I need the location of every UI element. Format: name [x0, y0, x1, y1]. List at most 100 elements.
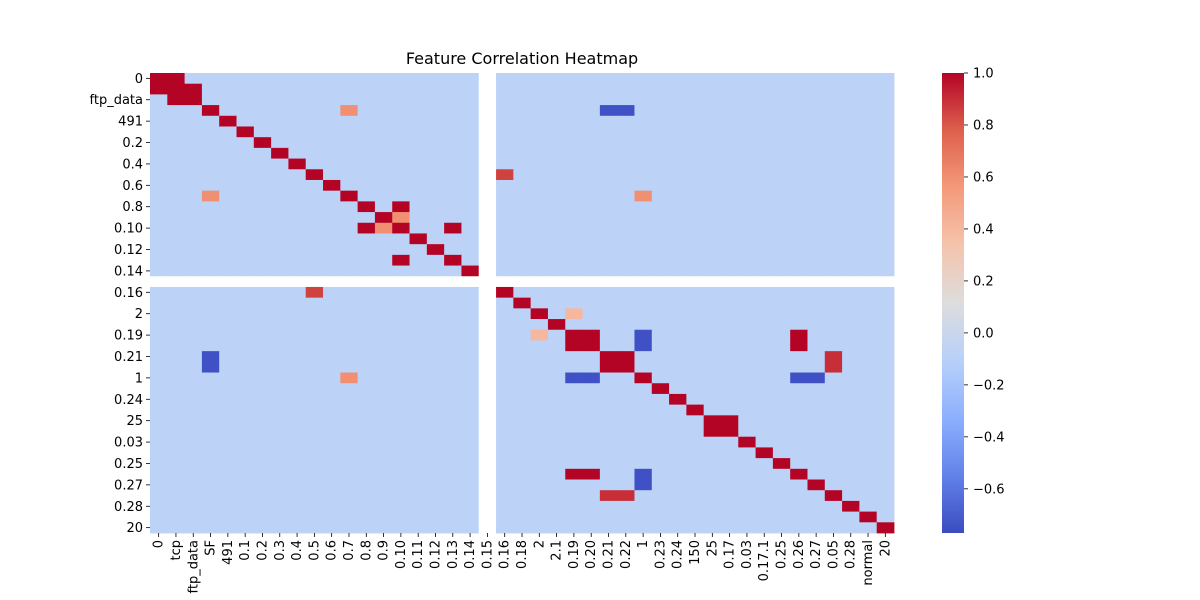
- heatmap-cell: [219, 426, 237, 438]
- heatmap-cell: [807, 297, 826, 309]
- heatmap-cell: [565, 297, 583, 309]
- heatmap-cell: [253, 276, 272, 288]
- heatmap-cell: [876, 468, 895, 480]
- heatmap-cell: [651, 73, 670, 85]
- heatmap-cell: [617, 115, 635, 127]
- heatmap-cell: [167, 308, 185, 320]
- heatmap-cell: [669, 158, 687, 170]
- heatmap-cell: [547, 500, 566, 513]
- heatmap-cell: [807, 447, 826, 459]
- y-tick-label: 0.12: [114, 243, 143, 258]
- heatmap-cell: [513, 233, 532, 245]
- heatmap-cell: [271, 436, 289, 448]
- heatmap-cell: [634, 265, 653, 277]
- heatmap-cell: [720, 276, 739, 288]
- heatmap-cell: [720, 297, 739, 309]
- heatmap-cell: [859, 179, 878, 192]
- heatmap-cell: [461, 329, 480, 341]
- heatmap-cell: [150, 201, 168, 213]
- heatmap-cell: [842, 73, 860, 85]
- heatmap-cell: [444, 276, 462, 288]
- heatmap-cell: [876, 404, 895, 416]
- heatmap-cell: [824, 179, 843, 192]
- heatmap-cell: [444, 201, 462, 213]
- heatmap-cell: [409, 351, 428, 363]
- heatmap-cell: [323, 265, 341, 277]
- heatmap-cell: [703, 190, 722, 202]
- heatmap-cell: [617, 254, 635, 266]
- heatmap-cell: [323, 308, 341, 320]
- heatmap-cell: [288, 351, 307, 363]
- heatmap-cell: [409, 479, 428, 491]
- heatmap-cell: [617, 458, 635, 470]
- heatmap-cell: [392, 426, 410, 438]
- heatmap-cell: [738, 179, 756, 192]
- heatmap-cell: [496, 169, 514, 181]
- heatmap-cell: [720, 169, 739, 181]
- heatmap-cell: [253, 415, 272, 427]
- heatmap-cell: [530, 126, 549, 138]
- heatmap-cell: [720, 329, 739, 341]
- heatmap-cell: [565, 169, 583, 181]
- heatmap-cell: [547, 511, 566, 523]
- heatmap-cell: [461, 426, 480, 438]
- heatmap-cell: [755, 351, 774, 363]
- heatmap-cell: [651, 179, 670, 192]
- heatmap-cell: [444, 447, 462, 459]
- heatmap-cell: [513, 522, 532, 534]
- heatmap-cell: [426, 426, 445, 438]
- heatmap-cell: [305, 286, 324, 299]
- heatmap-cell: [738, 415, 756, 427]
- heatmap-cell: [824, 233, 843, 245]
- heatmap-cell: [876, 436, 895, 448]
- heatmap-cell: [599, 276, 618, 288]
- heatmap-cell: [634, 522, 653, 534]
- heatmap-cell: [738, 190, 756, 202]
- heatmap-cell: [651, 522, 670, 534]
- heatmap-cell: [530, 383, 549, 395]
- heatmap-cell: [496, 361, 514, 373]
- heatmap-cell: [703, 94, 722, 106]
- heatmap-cell: [772, 233, 791, 245]
- heatmap-cell: [496, 105, 514, 117]
- heatmap-cell: [669, 222, 687, 234]
- heatmap-cell: [305, 500, 324, 513]
- heatmap-cell: [772, 351, 791, 363]
- heatmap-cell: [288, 126, 307, 138]
- heatmap-cell: [772, 426, 791, 438]
- heatmap-cell: [271, 426, 289, 438]
- heatmap-cell: [253, 436, 272, 448]
- heatmap-cell: [253, 254, 272, 266]
- heatmap-cell: [253, 115, 272, 127]
- heatmap-cell: [167, 372, 185, 384]
- heatmap-cell: [426, 115, 445, 127]
- heatmap-cell: [357, 115, 376, 127]
- heatmap-cell: [755, 73, 774, 85]
- heatmap-cell: [167, 126, 185, 138]
- heatmap-cell: [617, 340, 635, 352]
- heatmap-cell: [496, 404, 514, 416]
- heatmap-cell: [651, 158, 670, 170]
- heatmap-cell: [565, 479, 583, 491]
- heatmap-cell: [755, 415, 774, 427]
- heatmap-cell: [513, 426, 532, 438]
- heatmap-cell: [271, 511, 289, 523]
- heatmap-cell: [651, 83, 670, 95]
- heatmap-cell: [496, 490, 514, 502]
- heatmap-cell: [426, 105, 445, 117]
- heatmap-cell: [582, 404, 601, 416]
- y-tick-label: 0.21: [114, 350, 143, 365]
- heatmap-cell: [686, 511, 705, 523]
- y-tick-label: 0.19: [114, 329, 143, 344]
- heatmap-cell: [686, 276, 705, 288]
- heatmap-cell: [530, 479, 549, 491]
- heatmap-cell: [755, 361, 774, 373]
- heatmap-cell: [426, 351, 445, 363]
- heatmap-cell: [582, 244, 601, 256]
- heatmap-cell: [513, 308, 532, 320]
- heatmap-cell: [357, 169, 376, 181]
- colorbar-tick-label: 0.2: [973, 274, 994, 289]
- heatmap-cell: [565, 351, 583, 363]
- heatmap-cell: [167, 522, 185, 534]
- heatmap-cell: [617, 73, 635, 85]
